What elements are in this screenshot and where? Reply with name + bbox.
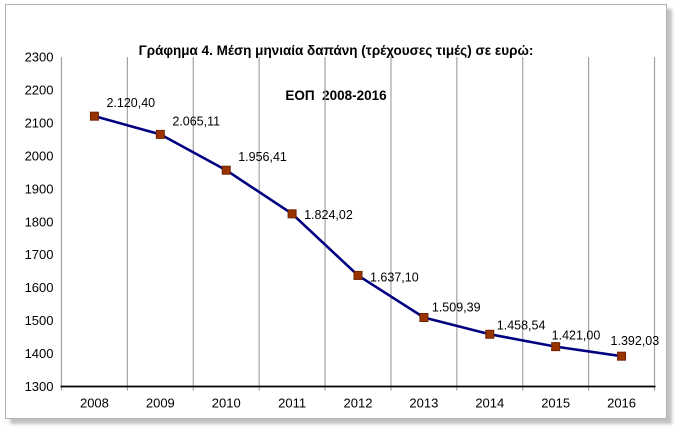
ytick-label: 1300 (25, 379, 54, 394)
chart-title-line1: Γράφημα 4. Μέση μηνιαία δαπάνη (τρέχουσε… (138, 43, 534, 58)
data-point-marker (419, 313, 429, 323)
ytick-label: 1600 (25, 280, 54, 295)
data-point-label: 1.509,39 (432, 301, 481, 315)
data-point-marker (89, 111, 99, 121)
xtick-label: 2015 (541, 396, 570, 411)
data-point-label: 1.392,03 (611, 334, 660, 348)
chart-title: Γράφημα 4. Μέση μηνιαία δαπάνη (τρέχουσε… (6, 13, 666, 133)
xtick-label: 2008 (80, 396, 109, 411)
data-point-label: 1.637,10 (370, 270, 419, 284)
chart-title-line2: ΕΟΠ 2008-2016 (285, 88, 387, 103)
data-point-marker (485, 329, 495, 339)
xtick-label: 2010 (212, 396, 241, 411)
xtick-label: 2012 (344, 396, 373, 411)
data-point-marker (617, 351, 627, 361)
data-point-label: 2.065,11 (172, 114, 220, 128)
xtick-label: 2011 (278, 396, 306, 411)
ytick-label: 1700 (25, 247, 54, 262)
xtick-label: 2016 (607, 396, 636, 411)
data-point-label: 1.421,00 (552, 329, 601, 343)
ytick-label: 1500 (25, 313, 54, 328)
line-chart-plot: 1300 1400 1500 1600 1700 1800 1900 2000 2100 2200… (25, 50, 660, 411)
data-point-marker (353, 270, 363, 280)
data-point-label: 2.120,40 (106, 96, 155, 110)
ytick-label: 2100 (25, 115, 54, 130)
xtick-label: 2013 (409, 396, 438, 411)
data-point-label: 1.458,54 (497, 318, 546, 332)
ytick-label: 2000 (25, 148, 54, 163)
data-point-label: 1.824,02 (304, 208, 353, 222)
ytick-label: 1900 (25, 181, 54, 196)
ytick-label: 1800 (25, 214, 54, 229)
data-point-marker (155, 129, 165, 139)
xtick-label: 2009 (146, 396, 175, 411)
data-point-marker (551, 342, 561, 352)
ytick-label: 2300 (25, 50, 54, 65)
ytick-label: 2200 (25, 82, 54, 97)
xtick-label: 2014 (475, 396, 504, 411)
ytick-label: 1400 (25, 346, 54, 361)
chart-frame: Γράφημα 4. Μέση μηνιαία δαπάνη (τρέχουσε… (5, 4, 667, 419)
data-point-marker (287, 209, 297, 219)
data-point-marker (221, 165, 231, 175)
data-point-label: 1.956,41 (238, 150, 287, 164)
